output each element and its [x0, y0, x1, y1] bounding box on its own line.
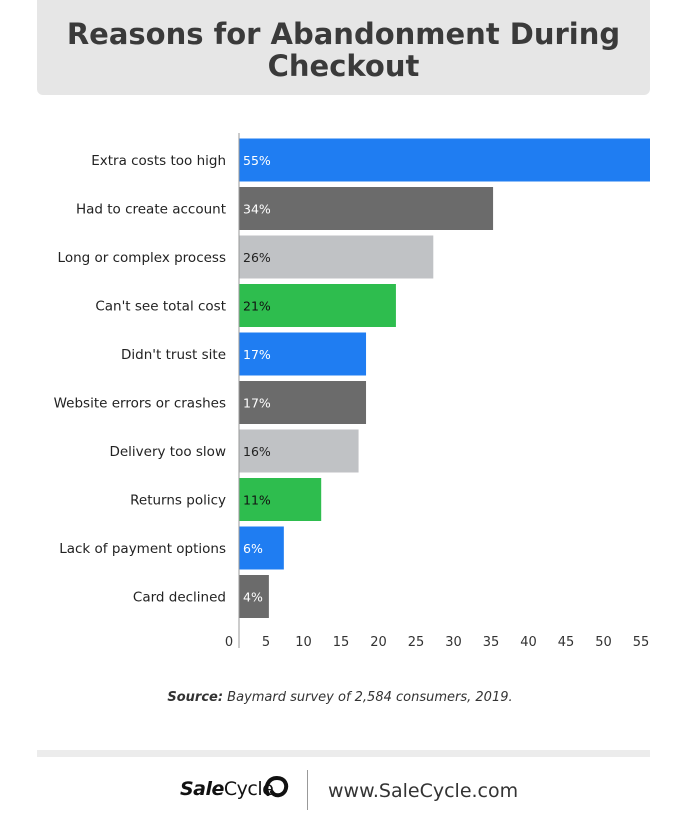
logo-swirl-icon — [264, 775, 289, 798]
bar-9 — [239, 575, 269, 618]
category-label-7: Returns policy — [130, 493, 226, 509]
brand-regular: Cycle — [223, 778, 274, 800]
chart-title: Reasons for Abandonment During Checkout — [66, 16, 621, 83]
data-label-8: 6% — [243, 541, 263, 556]
x-tick-label-0: 0 — [225, 635, 233, 650]
category-label-5: Website errors or crashes — [54, 396, 226, 412]
title-box: Reasons for Abandonment During Checkout — [37, 0, 650, 95]
x-tick-label-2: 10 — [295, 635, 312, 650]
bar-7 — [239, 478, 322, 521]
footer-divider — [307, 770, 308, 810]
data-label-5: 17% — [243, 396, 271, 411]
category-label-1: Had to create account — [76, 202, 226, 218]
x-tick-label-7: 35 — [483, 635, 500, 650]
bar-6 — [239, 429, 359, 473]
category-label-6: Delivery too slow — [109, 444, 226, 460]
data-label-3: 21% — [243, 299, 271, 314]
bar-chart: Extra costs too high 55% Had to create acc… — [54, 133, 650, 650]
category-label-3: Can't see total cost — [95, 299, 226, 315]
data-label-0: 55% — [243, 153, 271, 168]
salecycle-logo[interactable]: SaleCycle — [180, 778, 274, 800]
data-label-2: 26% — [243, 250, 271, 265]
source-label: Source: — [167, 690, 224, 705]
data-label-9: 4% — [243, 590, 263, 605]
bar-8 — [239, 526, 284, 570]
category-label-9: Card declined — [133, 590, 226, 606]
x-tick-label-10: 50 — [595, 635, 612, 650]
bar-3 — [239, 284, 396, 327]
bar-5 — [239, 381, 367, 424]
x-tick-label-4: 20 — [370, 635, 387, 650]
brand-bold: Sale — [180, 778, 224, 800]
bar-0 — [239, 138, 650, 182]
x-tick-label-3: 15 — [333, 635, 350, 650]
category-label-4: Didn't trust site — [121, 347, 226, 363]
x-tick-label-6: 30 — [445, 635, 462, 650]
data-label-7: 11% — [243, 493, 271, 508]
category-label-2: Long or complex process — [58, 250, 226, 266]
x-tick-label-1: 5 — [262, 635, 270, 650]
data-label-4: 17% — [243, 347, 271, 362]
x-tick-label-9: 45 — [558, 635, 575, 650]
source-note: Source: Baymard survey of 2,584 consumer… — [0, 690, 680, 705]
data-label-1: 34% — [243, 202, 271, 217]
footer: SaleCycle www.SaleCycle.com — [0, 768, 680, 812]
data-label-6: 16% — [243, 444, 271, 459]
category-label-8: Lack of payment options — [59, 541, 226, 557]
footer-rule — [37, 750, 650, 757]
x-tick-label-5: 25 — [408, 635, 425, 650]
website-link[interactable]: www.SaleCycle.com — [328, 780, 519, 802]
source-text: Baymard survey of 2,584 consumers, 2019. — [223, 690, 513, 705]
x-tick-label-11: 55 — [633, 635, 650, 650]
bar-1 — [239, 187, 494, 230]
bar-2 — [239, 235, 434, 279]
x-tick-label-8: 40 — [520, 635, 537, 650]
category-label-0: Extra costs too high — [91, 153, 226, 169]
bar-4 — [239, 332, 367, 376]
